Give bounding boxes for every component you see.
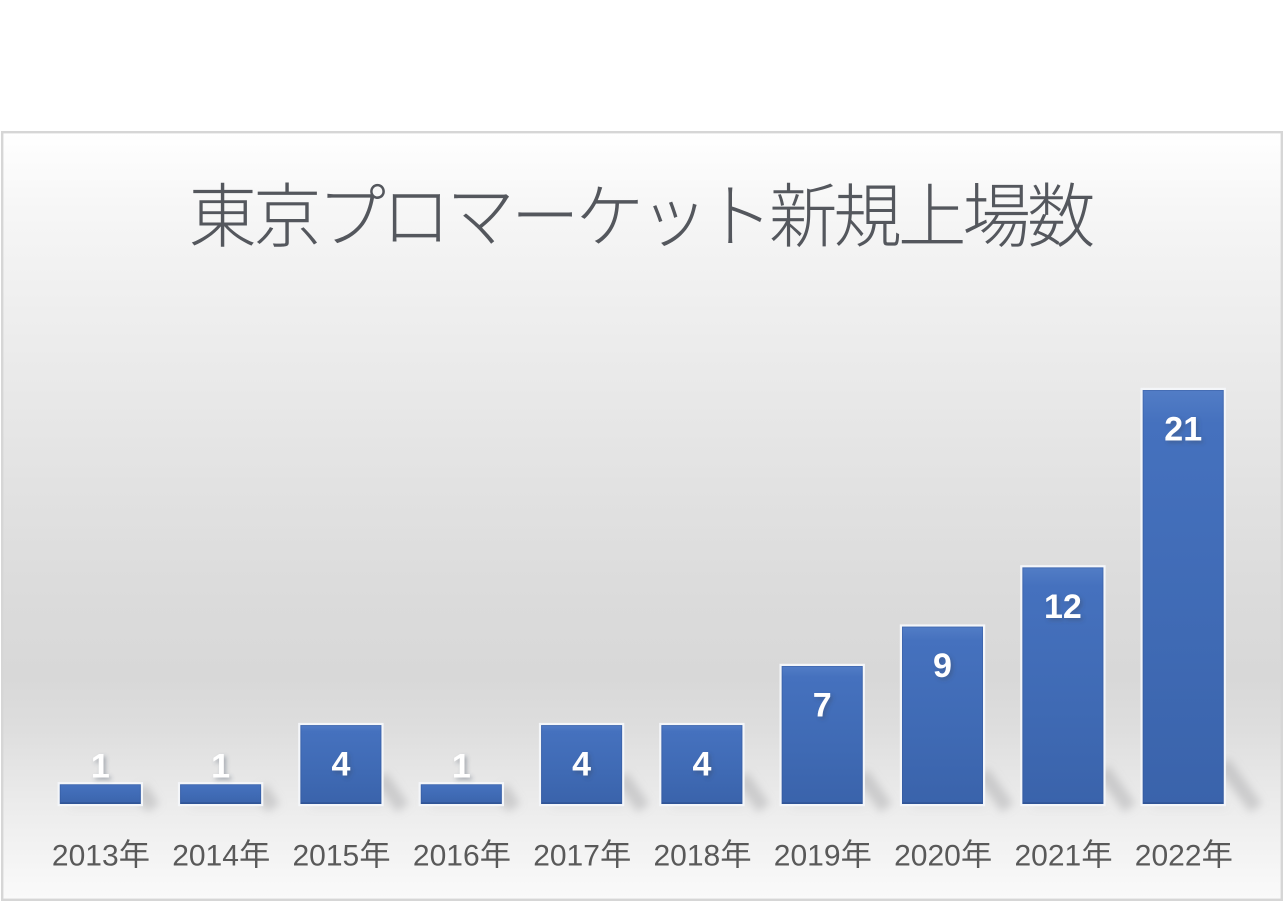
- svg-text:1: 1: [211, 747, 230, 785]
- svg-text:2020: 2020: [894, 840, 961, 873]
- svg-text:1: 1: [452, 747, 471, 785]
- svg-text:9: 9: [933, 647, 952, 685]
- svg-text:2018: 2018: [654, 840, 721, 873]
- svg-text:2022: 2022: [1135, 840, 1202, 873]
- svg-text:2013: 2013: [52, 840, 119, 873]
- svg-text:2015: 2015: [293, 840, 360, 873]
- svg-text:21: 21: [1164, 410, 1202, 448]
- svg-text:2021: 2021: [1015, 840, 1082, 873]
- svg-text:1: 1: [91, 747, 110, 785]
- svg-text:2014: 2014: [172, 840, 239, 873]
- svg-text:4: 4: [331, 746, 350, 784]
- svg-text:4: 4: [692, 746, 711, 784]
- svg-text:4: 4: [572, 746, 591, 784]
- svg-text:2019: 2019: [774, 840, 841, 873]
- svg-text:2016: 2016: [413, 840, 480, 873]
- svg-text:12: 12: [1044, 588, 1082, 626]
- svg-text:2017: 2017: [533, 840, 600, 873]
- svg-text:7: 7: [813, 686, 832, 724]
